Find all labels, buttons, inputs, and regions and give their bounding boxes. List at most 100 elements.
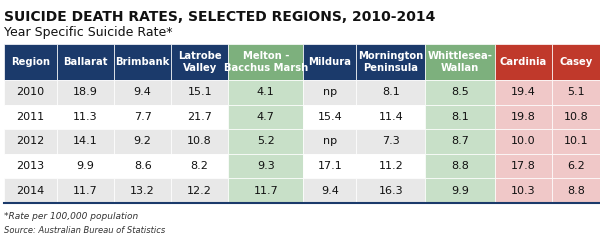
Text: 8.1: 8.1 — [451, 112, 469, 122]
Bar — [552, 80, 600, 105]
Bar — [356, 105, 425, 129]
Bar — [114, 80, 171, 105]
Text: 2011: 2011 — [16, 112, 44, 122]
Bar — [4, 129, 57, 154]
Text: 8.1: 8.1 — [382, 87, 400, 97]
Text: Source: Australian Bureau of Statistics: Source: Australian Bureau of Statistics — [4, 226, 165, 235]
Text: Region: Region — [11, 57, 50, 67]
Bar — [425, 154, 495, 178]
Text: 8.5: 8.5 — [451, 87, 469, 97]
Text: Mornington
Peninsula: Mornington Peninsula — [358, 51, 424, 73]
Text: 11.7: 11.7 — [253, 186, 278, 196]
Bar — [495, 80, 552, 105]
Text: Mildura: Mildura — [308, 57, 352, 67]
Text: 9.2: 9.2 — [134, 136, 152, 147]
Bar — [171, 154, 228, 178]
Text: Brimbank: Brimbank — [115, 57, 170, 67]
Text: 8.7: 8.7 — [451, 136, 469, 147]
Bar — [495, 154, 552, 178]
Text: 10.3: 10.3 — [511, 186, 536, 196]
Text: Latrobe
Valley: Latrobe Valley — [178, 51, 221, 73]
Text: 18.9: 18.9 — [73, 87, 98, 97]
Text: 19.8: 19.8 — [511, 112, 536, 122]
Text: *Rate per 100,000 population: *Rate per 100,000 population — [4, 212, 138, 221]
Text: 15.4: 15.4 — [317, 112, 342, 122]
Text: 13.2: 13.2 — [130, 186, 155, 196]
Bar — [57, 105, 114, 129]
Text: 2012: 2012 — [16, 136, 44, 147]
Bar — [425, 80, 495, 105]
Bar — [495, 129, 552, 154]
Text: 11.3: 11.3 — [73, 112, 98, 122]
Bar — [552, 154, 600, 178]
Text: Cardinia: Cardinia — [500, 57, 547, 67]
Bar — [57, 129, 114, 154]
Bar — [303, 105, 356, 129]
Bar — [303, 129, 356, 154]
Bar — [114, 105, 171, 129]
Text: 8.8: 8.8 — [451, 161, 469, 171]
Bar — [552, 129, 600, 154]
Text: 9.4: 9.4 — [321, 186, 339, 196]
Bar — [171, 178, 228, 203]
Text: SUICIDE DEATH RATES, SELECTED REGIONS, 2010-2014: SUICIDE DEATH RATES, SELECTED REGIONS, 2… — [4, 10, 436, 24]
Bar — [114, 44, 171, 80]
Bar — [228, 80, 303, 105]
Bar — [171, 105, 228, 129]
Text: 6.2: 6.2 — [567, 161, 585, 171]
Text: 5.1: 5.1 — [567, 87, 585, 97]
Bar — [552, 178, 600, 203]
Text: 16.3: 16.3 — [379, 186, 403, 196]
Bar — [114, 129, 171, 154]
Text: 8.6: 8.6 — [134, 161, 152, 171]
Bar — [114, 154, 171, 178]
Text: 9.9: 9.9 — [451, 186, 469, 196]
Text: 11.2: 11.2 — [379, 161, 403, 171]
Text: 2010: 2010 — [16, 87, 44, 97]
Text: 8.8: 8.8 — [567, 186, 585, 196]
Bar — [495, 178, 552, 203]
Text: 4.1: 4.1 — [257, 87, 275, 97]
Text: np: np — [323, 87, 337, 97]
Text: 19.4: 19.4 — [511, 87, 536, 97]
Bar — [303, 178, 356, 203]
Bar — [552, 105, 600, 129]
Text: 8.2: 8.2 — [191, 161, 209, 171]
Bar — [228, 44, 303, 80]
Text: 12.2: 12.2 — [187, 186, 212, 196]
Text: 10.0: 10.0 — [511, 136, 536, 147]
Bar — [171, 44, 228, 80]
Text: 11.7: 11.7 — [73, 186, 98, 196]
Text: 9.3: 9.3 — [257, 161, 275, 171]
Bar — [356, 129, 425, 154]
Bar — [114, 178, 171, 203]
Bar — [495, 44, 552, 80]
Bar — [356, 178, 425, 203]
Text: 17.8: 17.8 — [511, 161, 536, 171]
Text: 10.8: 10.8 — [187, 136, 212, 147]
Text: 10.1: 10.1 — [564, 136, 589, 147]
Text: 14.1: 14.1 — [73, 136, 98, 147]
Bar — [4, 154, 57, 178]
Text: 7.3: 7.3 — [382, 136, 400, 147]
Bar — [552, 44, 600, 80]
Bar — [425, 129, 495, 154]
Text: Ballarat: Ballarat — [64, 57, 108, 67]
Bar — [228, 105, 303, 129]
Text: np: np — [323, 136, 337, 147]
Text: 2013: 2013 — [16, 161, 44, 171]
Bar — [425, 105, 495, 129]
Bar — [57, 178, 114, 203]
Text: 4.7: 4.7 — [257, 112, 275, 122]
Bar — [425, 44, 495, 80]
Bar — [228, 154, 303, 178]
Bar — [57, 80, 114, 105]
Bar — [57, 154, 114, 178]
Bar — [228, 178, 303, 203]
Bar — [4, 80, 57, 105]
Bar — [303, 80, 356, 105]
Bar — [171, 80, 228, 105]
Bar — [356, 44, 425, 80]
Bar — [57, 44, 114, 80]
Bar — [171, 129, 228, 154]
